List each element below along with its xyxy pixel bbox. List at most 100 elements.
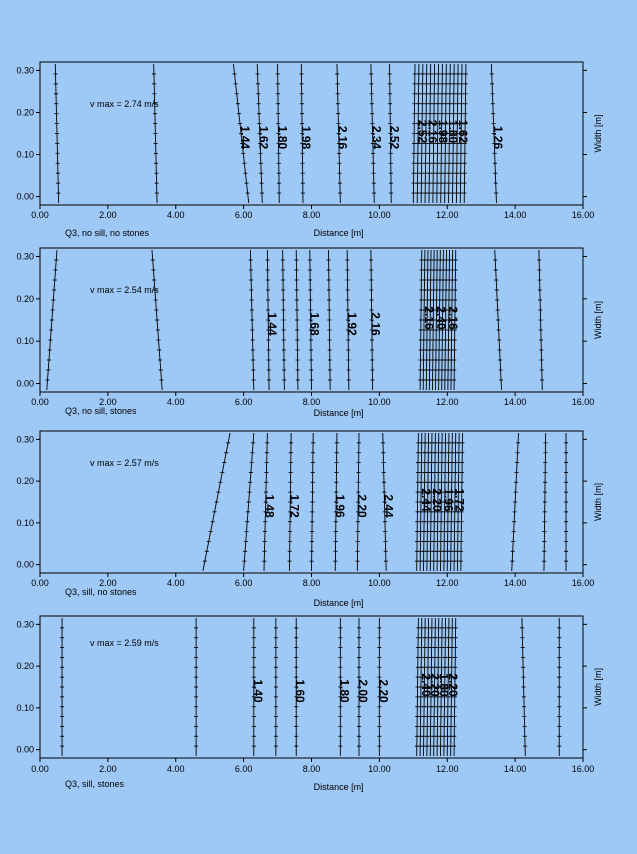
contour-label: 1.68 bbox=[308, 312, 322, 336]
x-tick-label: 4.00 bbox=[167, 210, 185, 220]
contour-label: 2.16 bbox=[446, 306, 460, 330]
chart-panels: 0.00 2.00 4.00 6.00 8.00 10.00 12.00 14.00 16.00… bbox=[16, 61, 603, 792]
panel-caption: Q3, no sill, no stones bbox=[65, 228, 150, 238]
x-tick-label: 8.00 bbox=[303, 764, 321, 774]
panel-caption: Q3, sill, stones bbox=[65, 779, 125, 789]
y-tick-label: 0.00 bbox=[16, 745, 34, 755]
y-tick-label: 0.10 bbox=[16, 150, 34, 160]
chart-panel: 0.00 2.00 4.00 6.00 8.00 10.00 12.00 14.00 16.00… bbox=[16, 430, 603, 608]
x-tick-label: 14.00 bbox=[504, 764, 527, 774]
x-tick-label: 8.00 bbox=[303, 210, 321, 220]
x-tick-label: 16.00 bbox=[572, 397, 595, 407]
contour-label: 1.98 bbox=[299, 126, 313, 150]
x-tick-label: 0.00 bbox=[31, 210, 49, 220]
contour-label: 1.98 bbox=[436, 120, 450, 144]
y-tick-label: 0.10 bbox=[16, 703, 34, 713]
vmax-label: v max = 2.59 m/s bbox=[90, 638, 159, 648]
chart-panel: 0.00 2.00 4.00 6.00 8.00 10.00 12.00 14.00 16.00… bbox=[16, 247, 603, 418]
contour-label: 2.00 bbox=[356, 679, 370, 703]
contour-label: 2.20 bbox=[428, 673, 442, 697]
x-tick-label: 16.00 bbox=[572, 210, 595, 220]
contour-label: 1.26 bbox=[491, 126, 505, 150]
x-axis-title: Distance [m] bbox=[314, 782, 364, 792]
x-tick-label: 0.00 bbox=[31, 397, 49, 407]
x-tick-label: 12.00 bbox=[436, 764, 459, 774]
contour-label: 1.72 bbox=[453, 488, 467, 512]
contour-label: 2.52 bbox=[387, 126, 401, 150]
contour-label: 1.96 bbox=[333, 494, 347, 518]
x-tick-label: 2.00 bbox=[99, 764, 117, 774]
vmax-label: v max = 2.57 m/s bbox=[90, 458, 159, 468]
x-tick-label: 0.00 bbox=[31, 578, 49, 588]
x-tick-label: 2.00 bbox=[99, 210, 117, 220]
contour-label: 1.44 bbox=[238, 126, 252, 150]
contour-label: 2.20 bbox=[376, 679, 390, 703]
contour-label: 1.80 bbox=[275, 126, 289, 150]
x-axis-title: Distance [m] bbox=[314, 408, 364, 418]
x-tick-label: 10.00 bbox=[368, 210, 391, 220]
contour-label: 1.62 bbox=[456, 120, 470, 144]
x-tick-label: 10.00 bbox=[368, 764, 391, 774]
x-tick-label: 6.00 bbox=[235, 578, 253, 588]
x-tick-label: 14.00 bbox=[504, 397, 527, 407]
x-tick-label: 10.00 bbox=[368, 397, 391, 407]
contour-label: 2.16 bbox=[422, 306, 436, 330]
x-tick-label: 2.00 bbox=[99, 397, 117, 407]
contour-label: 2.34 bbox=[370, 126, 384, 150]
x-axis-title: Distance [m] bbox=[314, 228, 364, 238]
y-tick-label: 0.30 bbox=[16, 65, 34, 75]
x-tick-label: 8.00 bbox=[303, 578, 321, 588]
contour-label: 2.20 bbox=[430, 488, 444, 512]
contour-label: 2.16 bbox=[369, 312, 383, 336]
contour-label: 2.16 bbox=[336, 126, 350, 150]
y-axis-title: Width [m] bbox=[593, 301, 603, 339]
contour-label: 2.20 bbox=[446, 673, 460, 697]
y-axis-title: Width [m] bbox=[593, 483, 603, 521]
x-tick-label: 6.00 bbox=[235, 397, 253, 407]
x-tick-label: 4.00 bbox=[167, 764, 185, 774]
x-tick-label: 0.00 bbox=[31, 764, 49, 774]
contour-label: 1.60 bbox=[293, 679, 307, 703]
contour-label: 1.80 bbox=[437, 673, 451, 697]
contour-label: 2.20 bbox=[355, 494, 369, 518]
x-tick-label: 4.00 bbox=[167, 578, 185, 588]
vmax-label: v max = 2.54 m/s bbox=[90, 285, 159, 295]
x-tick-label: 16.00 bbox=[572, 764, 595, 774]
y-tick-label: 0.10 bbox=[16, 518, 34, 528]
contour-label: 2.40 bbox=[434, 306, 448, 330]
y-tick-label: 0.20 bbox=[16, 661, 34, 671]
panel-caption: Q3, sill, no stones bbox=[65, 587, 137, 597]
contour-label: 1.96 bbox=[441, 488, 455, 512]
x-tick-label: 14.00 bbox=[504, 578, 527, 588]
contour-label: 2.52 bbox=[415, 120, 429, 144]
x-tick-label: 16.00 bbox=[572, 578, 595, 588]
x-tick-label: 12.00 bbox=[436, 578, 459, 588]
contour-label: 2.44 bbox=[419, 488, 433, 512]
y-tick-label: 0.00 bbox=[16, 560, 34, 570]
panel-caption: Q3, no sill, stones bbox=[65, 406, 137, 416]
contour-label: 1.72 bbox=[287, 494, 301, 518]
x-tick-label: 14.00 bbox=[504, 210, 527, 220]
y-tick-label: 0.00 bbox=[16, 379, 34, 389]
contour-label: 1.44 bbox=[265, 312, 279, 336]
y-axis-title: Width [m] bbox=[593, 668, 603, 706]
chart-panel: 0.00 2.00 4.00 6.00 8.00 10.00 12.00 14.00 16.00… bbox=[16, 61, 603, 238]
x-tick-label: 2.00 bbox=[99, 578, 117, 588]
contour-label: 2.40 bbox=[419, 673, 433, 697]
y-tick-label: 0.20 bbox=[16, 294, 34, 304]
contour-label: 1.48 bbox=[263, 494, 277, 518]
x-tick-label: 6.00 bbox=[235, 210, 253, 220]
chart-panel: 0.00 2.00 4.00 6.00 8.00 10.00 12.00 14.00 16.00… bbox=[16, 615, 603, 792]
contour-label: 1.92 bbox=[345, 312, 359, 336]
y-tick-label: 0.30 bbox=[16, 251, 34, 261]
contour-label: 1.40 bbox=[251, 679, 265, 703]
y-tick-label: 0.10 bbox=[16, 336, 34, 346]
x-tick-label: 8.00 bbox=[303, 397, 321, 407]
y-axis-title: Width [m] bbox=[593, 114, 603, 152]
vmax-label: v max = 2.74 m/s bbox=[90, 99, 159, 109]
contour-label: 2.16 bbox=[426, 120, 440, 144]
y-tick-label: 0.20 bbox=[16, 476, 34, 486]
contour-label: 1.80 bbox=[446, 120, 460, 144]
contour-label: 1.80 bbox=[337, 679, 351, 703]
